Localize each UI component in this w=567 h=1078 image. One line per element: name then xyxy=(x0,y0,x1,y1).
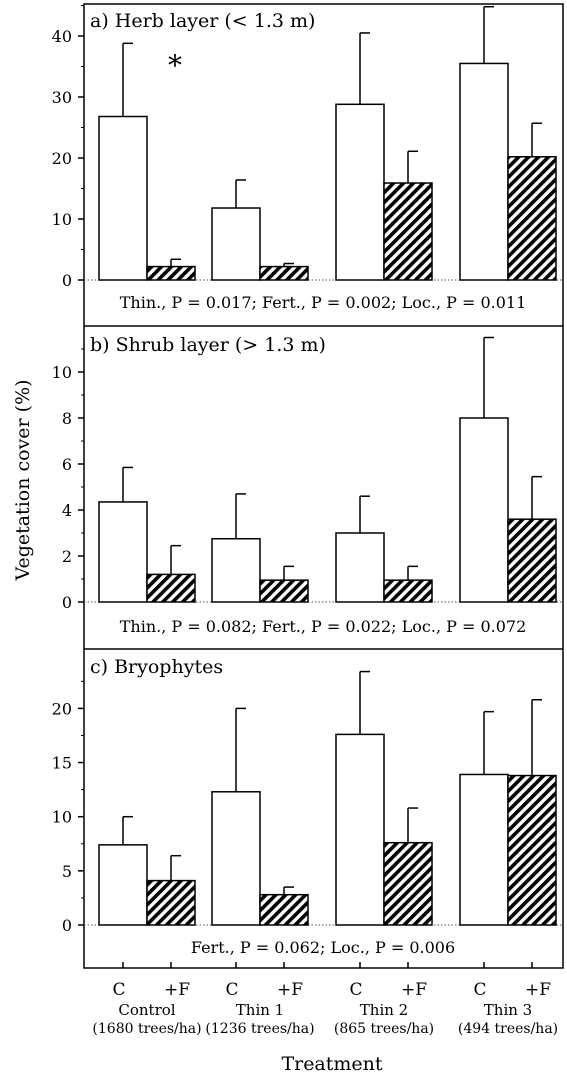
x-group-density: (1236 trees/ha) xyxy=(205,1021,314,1037)
x-bar-label: C xyxy=(349,980,362,1000)
x-bar-label: +F xyxy=(401,980,427,1000)
x-group-label: Control xyxy=(118,1001,175,1019)
panel-shrub-layer: 0 2 4 6 8 10 b) Shrub layer (> 1.3 m) Thin., P … xyxy=(52,334,563,636)
bar-control xyxy=(335,103,385,281)
y-tick-label: 10 xyxy=(52,363,72,382)
y-tick-label: 6 xyxy=(62,455,72,474)
panel-bryophytes: 0 5 10 15 20 c) Bryophytes Fert., P = 0.062; L… xyxy=(52,656,563,957)
panel-title: c) Bryophytes xyxy=(90,656,223,678)
x-bar-label: C xyxy=(225,980,238,1000)
x-bar-label: C xyxy=(112,980,125,1000)
bar-fertilized xyxy=(383,841,433,926)
bar-control xyxy=(211,207,261,281)
y-tick-label: 5 xyxy=(62,862,72,881)
y-tick-label: 0 xyxy=(62,916,72,935)
y-tick-label: 10 xyxy=(52,210,72,229)
bar-control xyxy=(211,538,261,603)
bar-fertilized xyxy=(259,265,309,281)
x-bar-label: +F xyxy=(525,980,551,1000)
bar-control xyxy=(459,62,509,281)
bar-control xyxy=(211,791,261,926)
bar-fertilized xyxy=(259,579,309,603)
x-group-density: (865 trees/ha) xyxy=(334,1021,434,1037)
y-tick-label: 8 xyxy=(62,409,72,428)
bar-fertilized xyxy=(383,182,433,281)
bar-control xyxy=(98,115,148,281)
panel-stats: Fert., P = 0.062; Loc., P = 0.006 xyxy=(191,938,455,957)
significance-annotation: * xyxy=(168,49,182,82)
bar-control xyxy=(98,501,148,603)
x-group-label: Thin 3 xyxy=(484,1001,532,1019)
panel-herb-layer: 0 10 20 30 40 a) Herb layer (< 1.3 m) Thin., P… xyxy=(52,5,563,312)
y-tick-label: 15 xyxy=(52,754,72,773)
y-tick-label: 40 xyxy=(52,27,72,46)
bar-fertilized xyxy=(507,518,557,603)
x-bar-label: C xyxy=(473,980,486,1000)
y-tick-label: 10 xyxy=(52,808,72,827)
bar-control xyxy=(459,773,509,926)
x-group-label: Thin 1 xyxy=(236,1001,284,1019)
panel-stats: Thin., P = 0.082; Fert., P = 0.022; Loc.… xyxy=(120,617,527,636)
y-axis-label: Vegetation cover (%) xyxy=(12,379,34,581)
panel-title: b) Shrub layer (> 1.3 m) xyxy=(90,334,326,356)
bar-control xyxy=(335,733,385,926)
y-tick-label: 4 xyxy=(62,501,72,520)
y-tick-label: 2 xyxy=(62,547,72,566)
bar-fertilized xyxy=(383,579,433,603)
bar-fertilized xyxy=(146,879,196,926)
y-tick-label: 0 xyxy=(62,593,72,612)
x-group-label: Thin 2 xyxy=(360,1001,408,1019)
panel-stats: Thin., P = 0.017; Fert., P = 0.002; Loc.… xyxy=(120,293,527,312)
y-tick-label: 30 xyxy=(52,88,72,107)
x-bar-label: +F xyxy=(164,980,190,1000)
y-tick-label: 20 xyxy=(52,699,72,718)
y-tick-label: 0 xyxy=(62,271,72,290)
x-group-density: (1680 trees/ha) xyxy=(92,1021,201,1037)
bar-control xyxy=(98,844,148,926)
x-group-density: (494 trees/ha) xyxy=(458,1021,558,1037)
bar-fertilized xyxy=(146,265,196,281)
bar-control xyxy=(335,532,385,603)
x-axis-label: Treatment xyxy=(281,1053,382,1075)
bar-fertilized xyxy=(259,893,309,926)
x-axis-ticks xyxy=(122,962,533,968)
y-tick-label: 20 xyxy=(52,149,72,168)
bar-fertilized xyxy=(507,156,557,281)
plot-frame xyxy=(83,3,564,969)
x-bar-label: +F xyxy=(277,980,303,1000)
bar-fertilized xyxy=(146,573,196,603)
bar-control xyxy=(459,417,509,603)
panel-title: a) Herb layer (< 1.3 m) xyxy=(90,10,315,32)
bar-fertilized xyxy=(507,774,557,926)
